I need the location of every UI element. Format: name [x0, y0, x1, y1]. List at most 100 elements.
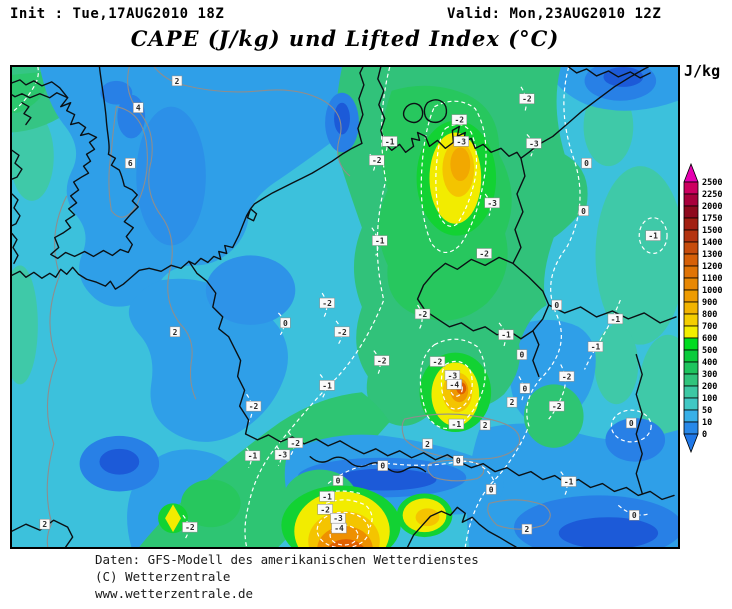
- svg-text:-1: -1: [322, 381, 332, 390]
- svg-text:-2: -2: [433, 358, 443, 367]
- svg-text:2: 2: [42, 520, 47, 529]
- svg-text:0: 0: [489, 485, 494, 494]
- contour-label: -2: [519, 94, 534, 104]
- svg-text:-1: -1: [385, 137, 395, 146]
- svg-text:-3: -3: [529, 139, 539, 148]
- contour-label: 2: [170, 327, 180, 337]
- svg-text:-1: -1: [564, 478, 574, 487]
- contour-label: 4: [133, 103, 143, 113]
- svg-text:1750: 1750: [702, 214, 722, 224]
- contour-label: 2: [480, 420, 490, 430]
- svg-text:50: 50: [702, 406, 712, 416]
- svg-text:-2: -2: [249, 402, 259, 411]
- svg-text:400: 400: [702, 358, 717, 368]
- svg-text:2250: 2250: [702, 190, 722, 200]
- svg-text:10: 10: [702, 418, 712, 428]
- weather-map-page: { "header": { "init_label": "Init : Tue,…: [0, 0, 732, 609]
- cape-lifted-index-map: 246222222-2-2-1-3-3-20-30-1-1-2-20-2-10-…: [12, 67, 678, 547]
- svg-text:-3: -3: [278, 451, 288, 460]
- svg-text:1100: 1100: [702, 274, 722, 284]
- svg-text:0: 0: [632, 511, 637, 520]
- map-title: CAPE (J/kg) und Lifted Index (°C): [10, 26, 680, 51]
- svg-text:0: 0: [629, 419, 634, 428]
- svg-text:-2: -2: [291, 439, 301, 448]
- contour-label: -3: [275, 450, 290, 460]
- contour-label: 2: [40, 519, 50, 529]
- svg-text:-3: -3: [448, 371, 458, 380]
- svg-text:-3: -3: [333, 514, 343, 523]
- svg-text:4: 4: [136, 104, 141, 113]
- svg-text:2: 2: [425, 440, 430, 449]
- contour-label: -2: [369, 155, 384, 165]
- svg-text:500: 500: [702, 346, 717, 356]
- svg-text:0: 0: [520, 351, 525, 360]
- svg-text:1000: 1000: [702, 286, 722, 296]
- svg-text:0: 0: [554, 301, 559, 310]
- svg-text:1300: 1300: [702, 250, 722, 260]
- svg-text:-2: -2: [185, 523, 195, 532]
- svg-text:-1: -1: [591, 343, 601, 352]
- footer-data-source: Daten: GFS-Modell des amerikanischen Wet…: [95, 552, 479, 567]
- contour-label: -1: [561, 477, 576, 487]
- svg-text:2500: 2500: [702, 178, 722, 188]
- contour-label: 0: [517, 350, 527, 360]
- svg-text:0: 0: [584, 159, 589, 168]
- svg-text:2: 2: [483, 421, 488, 430]
- contour-label: -2: [318, 504, 333, 514]
- contour-label: 2: [507, 397, 517, 407]
- svg-text:-3: -3: [487, 199, 497, 208]
- svg-text:2: 2: [175, 77, 180, 86]
- contour-label: -1: [372, 236, 387, 246]
- contour-label: -2: [288, 438, 303, 448]
- svg-text:0: 0: [456, 457, 461, 466]
- svg-text:2: 2: [510, 398, 515, 407]
- svg-text:2: 2: [173, 328, 178, 337]
- svg-text:-2: -2: [322, 299, 332, 308]
- svg-text:-1: -1: [375, 237, 385, 246]
- contour-label: 0: [552, 300, 562, 310]
- map-canvas: 246222222-2-2-1-3-3-20-30-1-1-2-20-2-10-…: [10, 65, 680, 549]
- svg-text:1400: 1400: [702, 238, 722, 248]
- svg-text:200: 200: [702, 382, 717, 392]
- contour-label: -3: [526, 138, 541, 148]
- contour-label: -1: [245, 451, 260, 461]
- footer-copyright: (C) Wetterzentrale: [95, 569, 230, 584]
- contour-label: -2: [477, 248, 492, 258]
- contour-label: -1: [320, 491, 335, 501]
- svg-text:0: 0: [380, 462, 385, 471]
- svg-text:-3: -3: [457, 137, 467, 146]
- contour-label: 0: [629, 510, 639, 520]
- contour-label: 0: [453, 456, 463, 466]
- contour-label: 0: [579, 206, 589, 216]
- contour-label: 0: [378, 461, 388, 471]
- contour-label: -1: [382, 136, 397, 146]
- valid-timestamp: Valid: Mon,23AUG2010 12Z: [447, 6, 661, 22]
- svg-text:800: 800: [702, 310, 717, 320]
- contour-label: -3: [331, 513, 346, 523]
- svg-text:-1: -1: [248, 452, 258, 461]
- contour-label: 0: [626, 418, 636, 428]
- contour-label: -2: [182, 522, 197, 532]
- contour-label: -3: [445, 370, 460, 380]
- contour-label: -4: [332, 523, 347, 533]
- contour-label: -2: [452, 115, 467, 125]
- svg-text:-2: -2: [455, 116, 465, 125]
- contour-label: 6: [125, 158, 135, 168]
- svg-text:0: 0: [581, 207, 586, 216]
- contour-label: -4: [447, 379, 462, 389]
- svg-text:-1: -1: [611, 315, 621, 324]
- contour-label: -2: [430, 357, 445, 367]
- svg-text:-4: -4: [334, 524, 344, 533]
- svg-text:2000: 2000: [702, 202, 722, 212]
- init-timestamp: Init : Tue,17AUG2010 18Z: [10, 6, 224, 22]
- footer-url: www.wetterzentrale.de: [95, 586, 253, 601]
- svg-text:2: 2: [525, 525, 530, 534]
- footer-credits: Daten: GFS-Modell des amerikanischen Wet…: [95, 551, 479, 602]
- svg-text:1200: 1200: [702, 262, 722, 272]
- svg-text:100: 100: [702, 394, 717, 404]
- contour-label: 0: [333, 476, 343, 486]
- svg-text:0: 0: [336, 477, 341, 486]
- svg-text:0: 0: [702, 430, 707, 440]
- svg-text:0: 0: [523, 384, 528, 393]
- contour-label: 2: [172, 76, 182, 86]
